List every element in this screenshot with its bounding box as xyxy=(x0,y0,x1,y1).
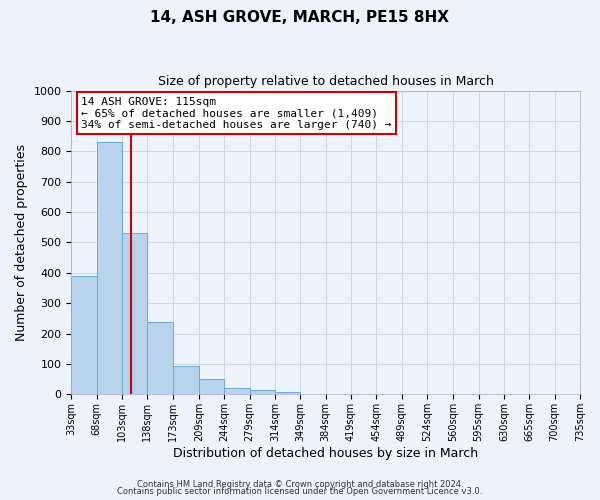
Bar xyxy=(71,276,97,394)
Text: 14, ASH GROVE, MARCH, PE15 8HX: 14, ASH GROVE, MARCH, PE15 8HX xyxy=(151,10,449,25)
Bar xyxy=(148,322,173,394)
Title: Size of property relative to detached houses in March: Size of property relative to detached ho… xyxy=(158,75,494,88)
Bar xyxy=(275,392,300,394)
Bar xyxy=(250,390,275,394)
Bar xyxy=(173,366,199,394)
Bar xyxy=(199,379,224,394)
Text: 14 ASH GROVE: 115sqm
← 65% of detached houses are smaller (1,409)
34% of semi-de: 14 ASH GROVE: 115sqm ← 65% of detached h… xyxy=(82,96,392,130)
X-axis label: Distribution of detached houses by size in March: Distribution of detached houses by size … xyxy=(173,447,478,460)
Text: Contains HM Land Registry data © Crown copyright and database right 2024.: Contains HM Land Registry data © Crown c… xyxy=(137,480,463,489)
Bar xyxy=(122,234,148,394)
Y-axis label: Number of detached properties: Number of detached properties xyxy=(15,144,28,341)
Text: Contains public sector information licensed under the Open Government Licence v3: Contains public sector information licen… xyxy=(118,487,482,496)
Bar xyxy=(224,388,250,394)
Bar xyxy=(97,142,122,395)
